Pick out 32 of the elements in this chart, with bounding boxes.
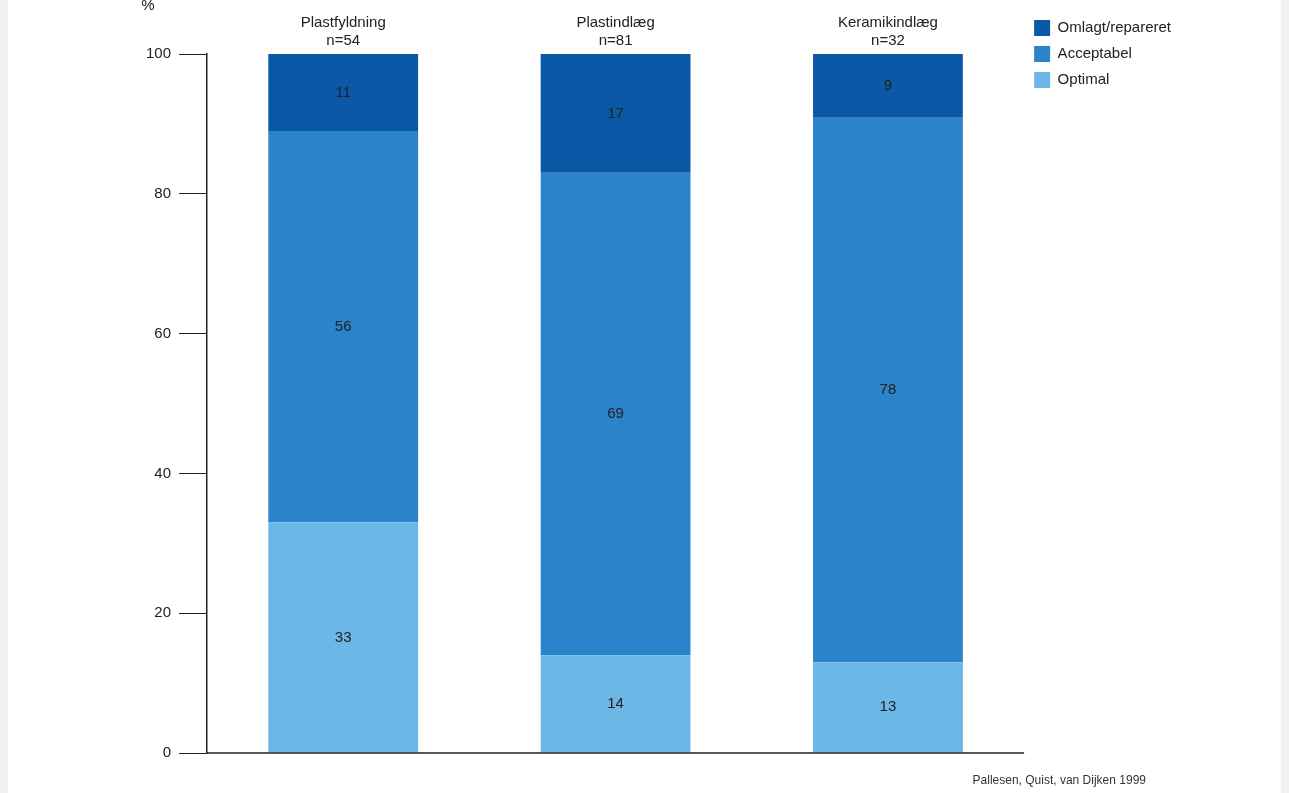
bar	[540, 54, 691, 173]
bar	[268, 54, 419, 131]
y-axis-title: %	[141, 0, 155, 14]
x-tick-label: Plastfyldning n=54	[300, 13, 386, 49]
y-tick-label: 20	[154, 603, 172, 621]
data-label: 9	[883, 75, 893, 93]
y-tick-label: 100	[146, 44, 172, 62]
x-tick-label: Keramikindlæg n=32	[837, 13, 938, 49]
bar	[813, 662, 963, 753]
data-label: 13	[879, 697, 897, 715]
text: Pallesen, Quist, van Dijken 1999	[972, 773, 1146, 787]
y-tick-label: 40	[154, 463, 172, 481]
data-label: 56	[334, 316, 352, 334]
x-tick-label: Plastindlæg n=81	[576, 13, 655, 49]
bar	[540, 655, 691, 753]
legend-label: Omlagt/repareret	[1057, 18, 1172, 36]
data-label: 69	[607, 404, 624, 422]
data-label: 14	[607, 693, 624, 711]
bar	[813, 116, 963, 663]
legend-label: Acceptabel	[1057, 44, 1132, 62]
data-label: 17	[607, 103, 624, 121]
data-label: 11	[335, 82, 351, 100]
bar	[540, 172, 691, 656]
data-label: 78	[879, 379, 897, 397]
y-tick-label: 60	[154, 323, 172, 341]
y-tick-label: 0	[162, 743, 172, 761]
legend-label: Optimal	[1057, 70, 1110, 88]
y-tick-label: 80	[154, 183, 172, 201]
data-label: 33	[334, 627, 352, 645]
bar	[813, 54, 963, 117]
bar	[268, 522, 419, 753]
bar	[268, 130, 419, 523]
